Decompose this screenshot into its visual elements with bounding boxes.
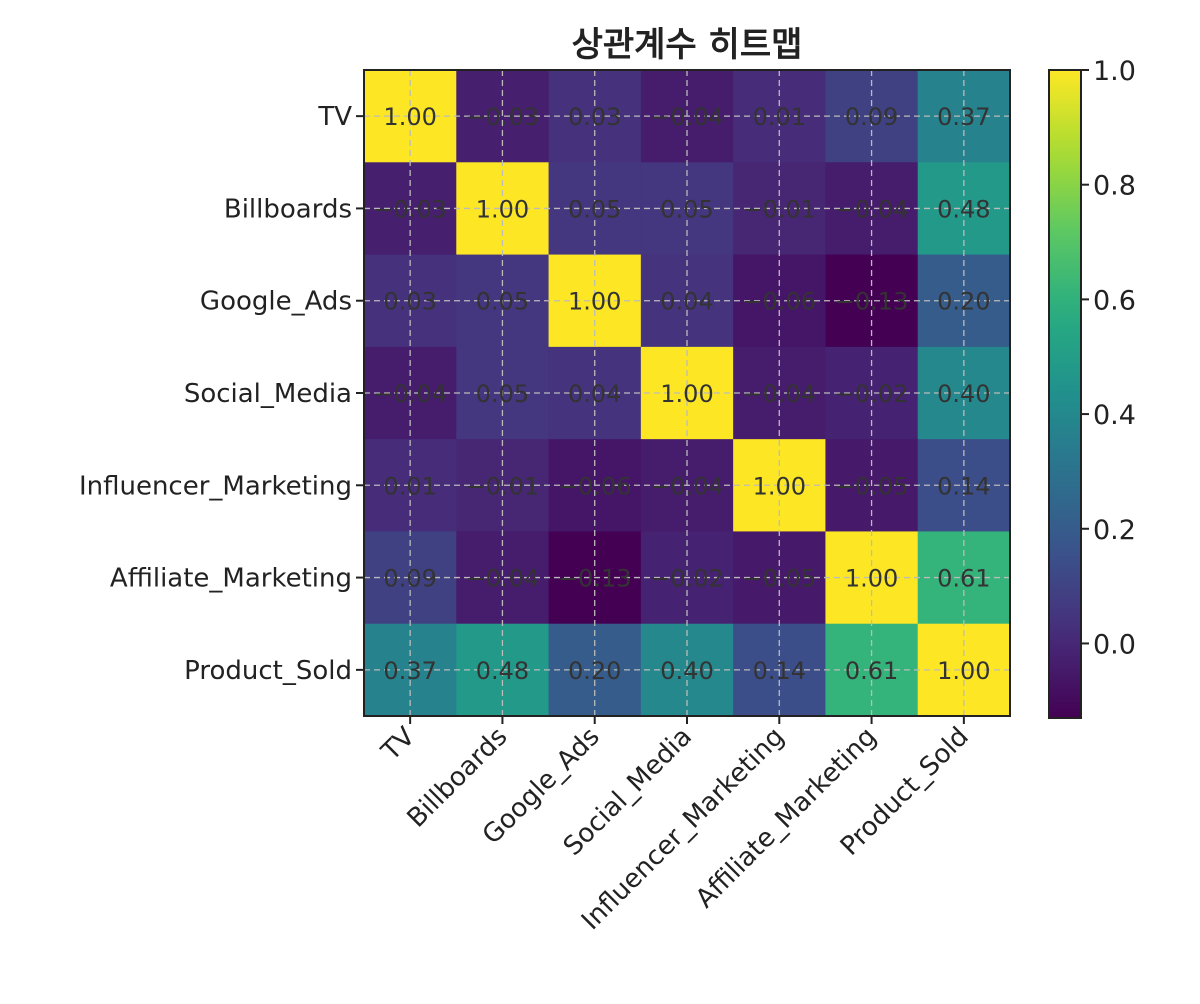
cell-value-label: 0.03: [568, 103, 621, 131]
y-tick-label: Billboards: [224, 194, 352, 224]
cell-value-label: −0.04: [835, 195, 909, 223]
heatmap-cell: [456, 531, 550, 625]
colorbar-tick-label: 0.2: [1093, 515, 1136, 546]
cell-value-label: 1.00: [568, 288, 621, 316]
cell-value-label: 1.00: [383, 103, 436, 131]
cell-value-label: 1.00: [753, 472, 806, 500]
cell-value-label: −0.13: [558, 565, 632, 593]
y-tick-label: Product_Sold: [184, 656, 352, 686]
y-tick-label: Google_Ads: [200, 287, 352, 317]
heatmap-cell: [456, 162, 550, 256]
cell-value-label: 0.05: [476, 288, 529, 316]
colorbar-tick-label: 0.8: [1093, 171, 1136, 202]
heatmap-cell: [825, 162, 919, 256]
cell-value-label: 0.05: [660, 195, 713, 223]
cell-value-label: 0.05: [568, 195, 621, 223]
colorbar: [1048, 69, 1082, 719]
cell-value-label: −0.03: [466, 103, 540, 131]
cell-value-label: 0.37: [383, 657, 436, 685]
cell-value-label: 0.20: [568, 657, 621, 685]
cell-value-label: 0.09: [845, 103, 898, 131]
cell-value-label: 0.37: [937, 103, 990, 131]
cell-value-label: −0.02: [650, 565, 724, 593]
cell-value-label: 0.40: [937, 380, 990, 408]
cell-value-label: 0.03: [383, 288, 436, 316]
cell-value-label: −0.04: [373, 380, 447, 408]
cell-value-label: 0.61: [845, 657, 898, 685]
cell-value-label: −0.06: [743, 288, 817, 316]
y-tick-label: Affiliate_Marketing: [110, 564, 352, 594]
cell-value-label: −0.04: [466, 565, 540, 593]
cell-value-label: 1.00: [937, 657, 990, 685]
colorbar-tick-label: 0.6: [1093, 285, 1136, 316]
chart-title: 상관계수 히트맵: [572, 25, 803, 65]
cell-value-label: −0.05: [835, 472, 909, 500]
cell-value-label: −0.04: [650, 472, 724, 500]
colorbar-tick-label: 0.0: [1093, 629, 1136, 660]
cell-value-label: 0.61: [937, 565, 990, 593]
x-tick-label: TV: [375, 722, 421, 768]
cell-value-label: 0.20: [937, 288, 990, 316]
cell-value-label: 1.00: [845, 565, 898, 593]
cell-value-label: −0.01: [743, 195, 817, 223]
cell-value-label: 0.09: [383, 565, 436, 593]
cell-value-label: −0.04: [743, 380, 817, 408]
cell-value-label: −0.01: [466, 472, 540, 500]
cell-value-label: 0.04: [660, 288, 713, 316]
cell-value-label: 0.14: [753, 657, 806, 685]
cell-value-label: 0.14: [937, 472, 990, 500]
cell-value-label: −0.02: [835, 380, 909, 408]
cell-value-label: 0.05: [476, 380, 529, 408]
cell-value-label: −0.03: [373, 195, 447, 223]
y-tick-label: TV: [317, 102, 352, 132]
cell-value-label: 1.00: [476, 195, 529, 223]
cell-value-label: 0.01: [753, 103, 806, 131]
cell-value-label: −0.06: [558, 472, 632, 500]
cell-value-label: 0.40: [660, 657, 713, 685]
colorbar-tick-label: 1.0: [1093, 56, 1136, 87]
y-tick-label: Social_Media: [184, 379, 352, 409]
cell-value-label: −0.04: [650, 103, 724, 131]
cell-value-label: 0.48: [937, 195, 990, 223]
cell-value-label: 0.01: [383, 472, 436, 500]
plot-frame: [363, 69, 1011, 717]
heatmap-cell: [825, 531, 919, 625]
x-tick-label: Affiliate_Marketing: [690, 722, 882, 914]
colorbar-tick-label: 0.4: [1093, 400, 1136, 431]
cell-value-label: −0.13: [835, 288, 909, 316]
cell-value-label: 0.04: [568, 380, 621, 408]
cell-value-label: −0.05: [743, 565, 817, 593]
cell-value-label: 0.48: [476, 657, 529, 685]
cell-value-label: 1.00: [660, 380, 713, 408]
y-tick-label: Influencer_Marketing: [79, 471, 352, 501]
